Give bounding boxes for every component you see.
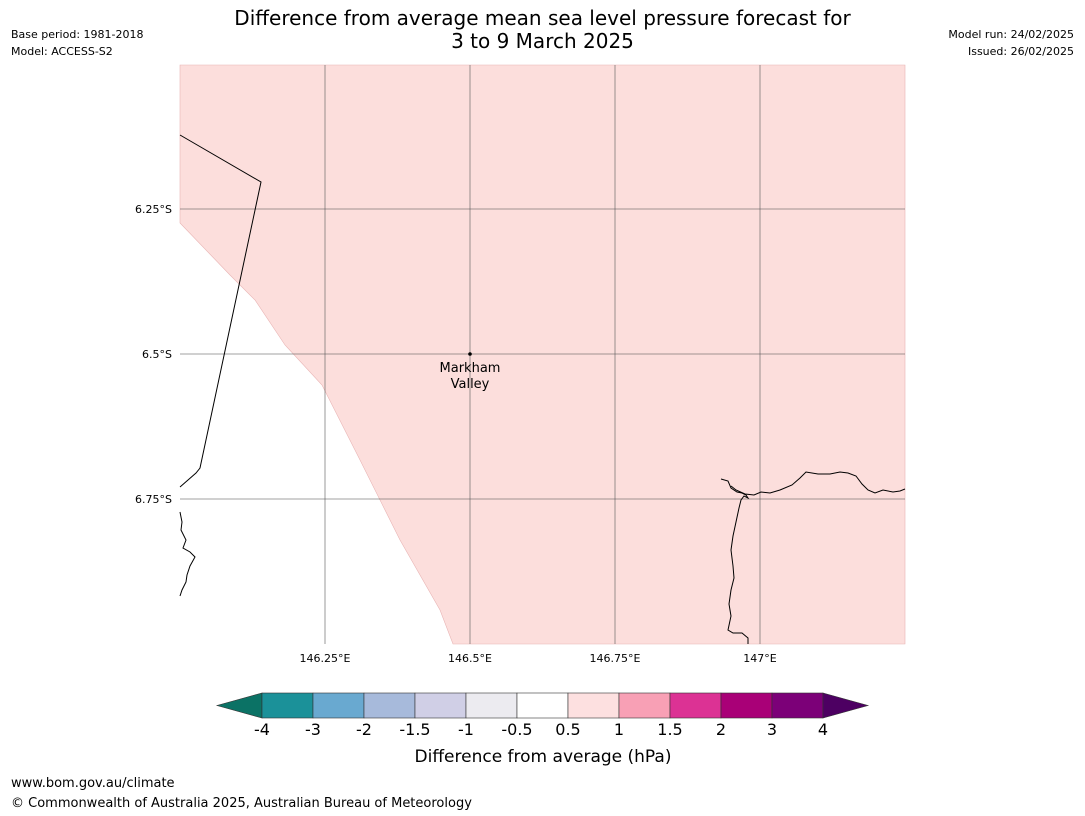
- colorbar-swatch: [465, 692, 518, 719]
- metadata-right: Model run: 24/02/2025 Issued: 26/02/2025: [948, 26, 1074, 60]
- colorbar-tick-label: -2: [356, 720, 372, 739]
- boundaries: [179, 134, 906, 644]
- lat-tick-labels: 6.25°S 6.5°S 6.75°S: [135, 203, 172, 506]
- colorbar-swatch: [312, 692, 365, 719]
- colorbar-swatch: [618, 692, 671, 719]
- page-title: Difference from average mean sea level p…: [0, 7, 1085, 53]
- lon-tick-labels: 146.25°E 146.5°E 146.75°E 147°E: [300, 652, 777, 665]
- colorbar-swatch: [261, 692, 314, 719]
- colorbar-tick-label: 2: [716, 720, 726, 739]
- lon-tick-label: 146.75°E: [590, 652, 641, 665]
- colorbar-swatch: [720, 692, 773, 719]
- coastline-east: [720, 478, 750, 644]
- colorbar-extend-low: [215, 692, 263, 719]
- colorbar-tick-label: 3: [767, 720, 777, 739]
- footer-copyright: © Commonwealth of Australia 2025, Austra…: [11, 796, 472, 811]
- colorbar-tick-label: -1.5: [399, 720, 430, 739]
- colorbar-tick-label: -1: [458, 720, 474, 739]
- issued-text: Issued: 26/02/2025: [967, 45, 1074, 58]
- lon-tick-label: 146.25°E: [300, 652, 351, 665]
- colorbar: -4 -3 -2 -1.5 -1 -0.5 0.5 1 1.5 2 3 4 Difference fr…: [215, 692, 870, 767]
- colorbar-swatches: [215, 692, 870, 719]
- lon-tick-label: 147°E: [743, 652, 776, 665]
- colorbar-swatch: [567, 692, 620, 719]
- lat-tick-label: 6.75°S: [135, 493, 172, 506]
- colorbar-tick-label: -3: [305, 720, 321, 739]
- place-marker: [468, 352, 472, 356]
- footer-url: www.bom.gov.au/climate: [11, 776, 175, 791]
- lat-tick-label: 6.5°S: [142, 348, 172, 361]
- colorbar-tick-labels: -4 -3 -2 -1.5 -1 -0.5 0.5 1 1.5 2 3 4: [254, 720, 828, 739]
- colorbar-tick-label: -0.5: [501, 720, 532, 739]
- colorbar-swatch: [771, 692, 824, 719]
- model-run-text: Model run: 24/02/2025: [948, 28, 1074, 41]
- metadata-left: Base period: 1981-2018 Model: ACCESS-S2: [11, 26, 143, 60]
- province-boundary-line: [179, 134, 262, 488]
- colorbar-tick-label: 4: [818, 720, 828, 739]
- colorbar-swatch: [669, 692, 722, 719]
- colorbar-extend-high: [822, 692, 870, 719]
- footer: www.bom.gov.au/climate © Commonwealth of…: [11, 774, 472, 814]
- colorbar-tick-label: -4: [254, 720, 270, 739]
- colorbar-tick-label: 1.5: [657, 720, 682, 739]
- colorbar-tick-label: 1: [614, 720, 624, 739]
- colorbar-swatch: [414, 692, 467, 719]
- base-period-text: Base period: 1981-2018: [11, 28, 144, 41]
- river-or-coast-east: [730, 471, 906, 496]
- title-line-2: 3 to 9 March 2025: [451, 29, 634, 53]
- lon-tick-label: 146.5°E: [448, 652, 492, 665]
- place-label-line-2: Valley: [451, 377, 490, 392]
- colorbar-tick-label: 0.5: [555, 720, 580, 739]
- lat-tick-label: 6.25°S: [135, 203, 172, 216]
- title-line-1: Difference from average mean sea level p…: [234, 6, 851, 30]
- model-text: Model: ACCESS-S2: [11, 45, 113, 58]
- colorbar-swatch: [516, 692, 569, 719]
- graticule: [180, 65, 905, 644]
- colorbar-label: Difference from average (hPa): [415, 747, 672, 767]
- colorbar-swatch: [363, 692, 416, 719]
- map-panel: Markham Valley: [179, 64, 906, 645]
- place-label-line-1: Markham: [440, 361, 501, 376]
- coastline-west: [179, 511, 196, 597]
